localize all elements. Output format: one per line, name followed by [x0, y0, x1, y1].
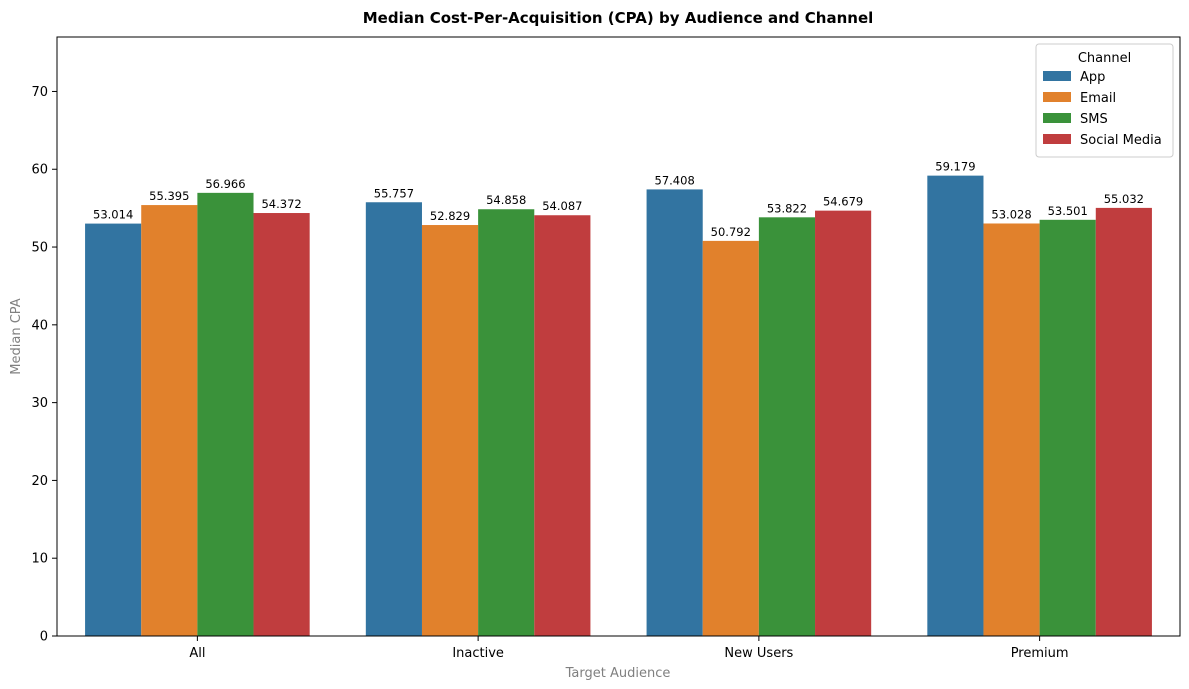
chart-title: Median Cost-Per-Acquisition (CPA) by Aud… [363, 9, 874, 27]
legend-swatch [1043, 113, 1071, 123]
bar-value-label: 53.501 [1048, 204, 1088, 218]
bar [758, 217, 816, 637]
bar-value-label: 59.179 [935, 160, 975, 174]
y-tick-label: 40 [31, 318, 48, 333]
bar-value-label: 53.028 [991, 207, 1031, 221]
bars [85, 175, 1152, 637]
bar [1095, 207, 1152, 636]
legend-label: Email [1080, 91, 1116, 106]
legend-swatch [1043, 71, 1071, 81]
y-axis-title: Median CPA [9, 298, 24, 375]
y-tick-label: 10 [31, 552, 48, 567]
bar-value-label: 50.792 [711, 225, 751, 239]
legend-title: Channel [1078, 51, 1131, 66]
legend-swatch [1043, 92, 1071, 102]
legend: Channel App Email SMS Social Media [1035, 43, 1174, 158]
y-tick-label: 20 [31, 474, 48, 489]
bar [253, 213, 310, 637]
bar [365, 202, 422, 637]
bar [197, 192, 254, 636]
legend-swatch [1043, 134, 1071, 144]
x-tick-label: All [189, 646, 205, 661]
bar [646, 189, 703, 636]
bar [927, 175, 984, 637]
y-tick-label: 30 [31, 396, 48, 411]
y-axis: 0 10 20 30 40 50 60 70 [31, 85, 57, 645]
x-tick-label: Premium [1011, 646, 1069, 661]
x-axis: All Inactive New Users Premium [189, 636, 1069, 661]
bar-value-label: 54.858 [486, 193, 526, 207]
bar [702, 240, 759, 637]
legend-label: Social Media [1080, 133, 1162, 148]
bar [421, 225, 479, 636]
y-tick-label: 50 [31, 241, 48, 256]
bar-value-label: 53.822 [767, 201, 807, 215]
x-tick-label: Inactive [452, 646, 504, 661]
bar-value-label: 55.395 [149, 189, 189, 203]
bar-value-label: 57.408 [655, 173, 695, 187]
bar-value-labels: 53.014 55.395 56.966 54.372 55.757 52.829 54.8… [93, 160, 1144, 239]
legend-label: App [1080, 70, 1105, 85]
bar-value-label: 54.372 [261, 197, 301, 211]
bar [1039, 219, 1096, 637]
bar [815, 210, 872, 636]
plot-frame [56, 36, 1181, 637]
bar-value-label: 55.032 [1104, 192, 1144, 206]
bar-value-label: 54.087 [542, 199, 582, 213]
bar [534, 215, 591, 636]
bar-value-label: 52.829 [430, 209, 470, 223]
x-axis-title: Target Audience [565, 666, 671, 681]
bar-value-label: 54.679 [823, 195, 863, 209]
bar-value-label: 53.014 [93, 208, 133, 222]
bar-value-label: 56.966 [205, 177, 245, 191]
bar-value-label: 55.757 [374, 186, 414, 200]
bar [85, 223, 142, 636]
x-tick-label: New Users [724, 646, 793, 661]
y-tick-label: 0 [40, 630, 48, 645]
bar [141, 205, 198, 636]
legend-label: SMS [1080, 112, 1108, 127]
bar [478, 209, 535, 637]
y-tick-label: 70 [31, 85, 48, 100]
y-tick-label: 60 [31, 163, 48, 178]
bar [983, 223, 1040, 637]
